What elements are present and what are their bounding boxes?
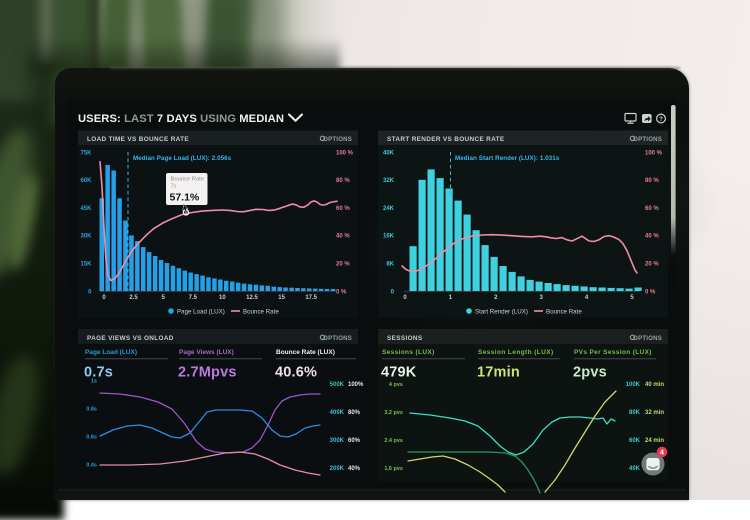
svg-text:0: 0 <box>391 289 395 295</box>
svg-text:40.6%: 40.6% <box>275 365 317 381</box>
svg-text:500K: 500K <box>330 382 345 388</box>
svg-text:4: 4 <box>660 450 664 457</box>
svg-text:OPTIONS: OPTIONS <box>323 136 352 143</box>
svg-text:80%: 80% <box>348 410 361 416</box>
svg-text:PAGE VIEWS VS ONLOAD: PAGE VIEWS VS ONLOAD <box>87 335 174 342</box>
svg-text:17.5: 17.5 <box>305 295 317 301</box>
svg-text:LOAD TIME VS BOUNCE RATE: LOAD TIME VS BOUNCE RATE <box>87 136 189 143</box>
svg-text:4 pvs: 4 pvs <box>389 382 403 388</box>
svg-text:5: 5 <box>162 295 166 301</box>
svg-text:400K: 400K <box>330 410 345 416</box>
svg-text:0: 0 <box>102 295 106 301</box>
svg-text:Bounce Rate: Bounce Rate <box>243 309 279 316</box>
svg-text:Page Views (LUX): Page Views (LUX) <box>179 349 234 356</box>
svg-text:Start Render (LUX): Start Render (LUX) <box>475 309 528 316</box>
svg-text:0: 0 <box>88 289 92 295</box>
svg-text:Bounce Rate: Bounce Rate <box>171 177 205 183</box>
svg-text:16K: 16K <box>383 234 395 240</box>
svg-text:10: 10 <box>219 295 226 301</box>
svg-text:0.8s: 0.8s <box>86 407 97 413</box>
svg-text:57.1%: 57.1% <box>170 192 200 204</box>
svg-text:80 %: 80 % <box>645 178 659 184</box>
svg-text:32K: 32K <box>383 178 395 184</box>
svg-text:12.5: 12.5 <box>246 295 258 301</box>
svg-text:479K: 479K <box>381 365 417 381</box>
svg-text:4: 4 <box>585 295 589 301</box>
svg-text:3.2 pvs: 3.2 pvs <box>384 410 403 416</box>
svg-text:60 %: 60 % <box>336 206 350 212</box>
svg-text:20 %: 20 % <box>645 262 659 268</box>
svg-text:100 %: 100 % <box>336 150 354 156</box>
svg-text:45K: 45K <box>80 206 92 212</box>
svg-text:40 min: 40 min <box>645 382 664 388</box>
svg-text:1s: 1s <box>91 379 97 385</box>
svg-text:60K: 60K <box>80 178 92 184</box>
svg-text:300K: 300K <box>330 438 345 444</box>
svg-text:OPTIONS: OPTIONS <box>323 335 352 342</box>
svg-text:80K: 80K <box>629 410 641 416</box>
svg-text:40 %: 40 % <box>336 234 350 240</box>
svg-text:Median Page Load (LUX): 2.056s: Median Page Load (LUX): 2.056s <box>133 155 232 162</box>
svg-text:7s: 7s <box>171 184 177 190</box>
svg-text:1: 1 <box>449 295 453 301</box>
svg-text:60 %: 60 % <box>645 206 659 212</box>
svg-text:40K: 40K <box>629 466 641 472</box>
svg-text:Session Length (LUX): Session Length (LUX) <box>478 349 554 356</box>
svg-text:Bounce Rate: Bounce Rate <box>546 309 582 316</box>
svg-text:40 %: 40 % <box>645 234 659 240</box>
svg-text:24 min: 24 min <box>645 438 664 444</box>
svg-text:100K: 100K <box>626 382 641 388</box>
svg-text:32 min: 32 min <box>645 410 664 416</box>
svg-text:PVs Per Session (LUX): PVs Per Session (LUX) <box>574 349 652 356</box>
svg-text:0.7s: 0.7s <box>84 365 113 381</box>
svg-text:40K: 40K <box>383 150 395 156</box>
svg-text:Bounce Rate (LUX): Bounce Rate (LUX) <box>276 349 335 356</box>
svg-text:60K: 60K <box>629 438 641 444</box>
svg-text:5: 5 <box>630 295 634 301</box>
svg-text:OPTIONS: OPTIONS <box>633 136 662 143</box>
svg-text:15: 15 <box>278 295 285 301</box>
svg-text:0 %: 0 % <box>645 289 656 295</box>
svg-text:?: ? <box>659 116 663 123</box>
svg-text:OPTIONS: OPTIONS <box>633 335 662 342</box>
svg-text:2.7Mpvs: 2.7Mpvs <box>178 365 237 381</box>
svg-text:Median Start Render (LUX): 1.0: Median Start Render (LUX): 1.031s <box>455 155 560 162</box>
svg-text:0.4s: 0.4s <box>86 463 97 469</box>
svg-text:100%: 100% <box>348 382 364 388</box>
svg-text:SESSIONS: SESSIONS <box>387 335 423 342</box>
svg-text:START RENDER VS BOUNCE RATE: START RENDER VS BOUNCE RATE <box>387 136 505 143</box>
svg-text:2.4 pvs: 2.4 pvs <box>384 438 403 444</box>
svg-text:Page Load (LUX): Page Load (LUX) <box>85 349 137 356</box>
svg-text:2pvs: 2pvs <box>573 365 607 381</box>
svg-text:0 %: 0 % <box>336 289 347 295</box>
svg-text:Sessions (LUX): Sessions (LUX) <box>382 349 435 356</box>
svg-text:0.6s: 0.6s <box>86 435 97 441</box>
svg-text:40%: 40% <box>348 466 361 472</box>
svg-text:75K: 75K <box>80 150 92 156</box>
svg-text:7.5: 7.5 <box>189 295 198 301</box>
svg-text:8K: 8K <box>386 262 394 268</box>
svg-text:17min: 17min <box>477 365 520 381</box>
svg-text:80 %: 80 % <box>336 178 350 184</box>
svg-text:20 %: 20 % <box>336 262 350 268</box>
svg-text:60%: 60% <box>348 438 361 444</box>
svg-text:30K: 30K <box>80 234 92 240</box>
svg-text:2.5: 2.5 <box>129 295 138 301</box>
svg-text:3: 3 <box>540 295 544 301</box>
svg-text:15K: 15K <box>80 262 92 268</box>
svg-text:200K: 200K <box>330 466 345 472</box>
svg-text:1.6 pvs: 1.6 pvs <box>384 466 403 472</box>
svg-text:2: 2 <box>494 295 498 301</box>
svg-text:Page Load (LUX): Page Load (LUX) <box>177 309 225 316</box>
svg-text:100 %: 100 % <box>645 150 663 156</box>
svg-text:USERS: LAST 7 DAYS USING MEDIA: USERS: LAST 7 DAYS USING MEDIAN <box>78 113 284 125</box>
svg-text:24K: 24K <box>383 206 395 212</box>
svg-text:0: 0 <box>403 295 407 301</box>
